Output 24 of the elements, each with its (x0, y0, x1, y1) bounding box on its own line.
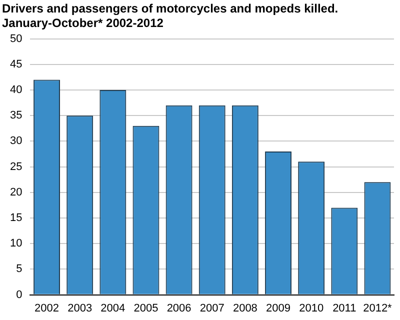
y-tick-label: 0 (16, 288, 22, 301)
y-tick-label: 10 (10, 238, 22, 250)
x-tick-label: 2008 (232, 302, 258, 314)
chart-subtitle: January-October* 2002-2012 (2, 16, 164, 30)
x-tick-label: 2012* (363, 302, 393, 314)
x-tick-label: 2007 (200, 302, 224, 314)
y-tick-label: 30 (10, 135, 22, 148)
x-tick-label: 2002 (34, 302, 60, 314)
x-tick-label: 2003 (68, 302, 92, 314)
y-tick-label: 5 (16, 263, 22, 276)
y-tick-label: 35 (10, 110, 22, 122)
x-tick-label: 2005 (134, 302, 158, 314)
y-tick-label: 15 (10, 212, 22, 224)
y-tick-label: 20 (10, 186, 22, 198)
x-tick-label: 2006 (166, 302, 192, 314)
y-tick-label: 25 (10, 160, 22, 173)
x-tick-label: 2004 (100, 302, 126, 314)
y-tick-label: 40 (10, 84, 22, 96)
y-tick-label: 50 (10, 32, 22, 45)
x-tick-label: 2010 (299, 302, 324, 314)
x-tick-label: 2009 (266, 302, 290, 314)
chart-title: Drivers and passengers of motorcycles and mopeds killed. (2, 2, 338, 16)
x-tick-label: 2011 (332, 302, 356, 314)
y-tick-label: 45 (10, 58, 22, 70)
